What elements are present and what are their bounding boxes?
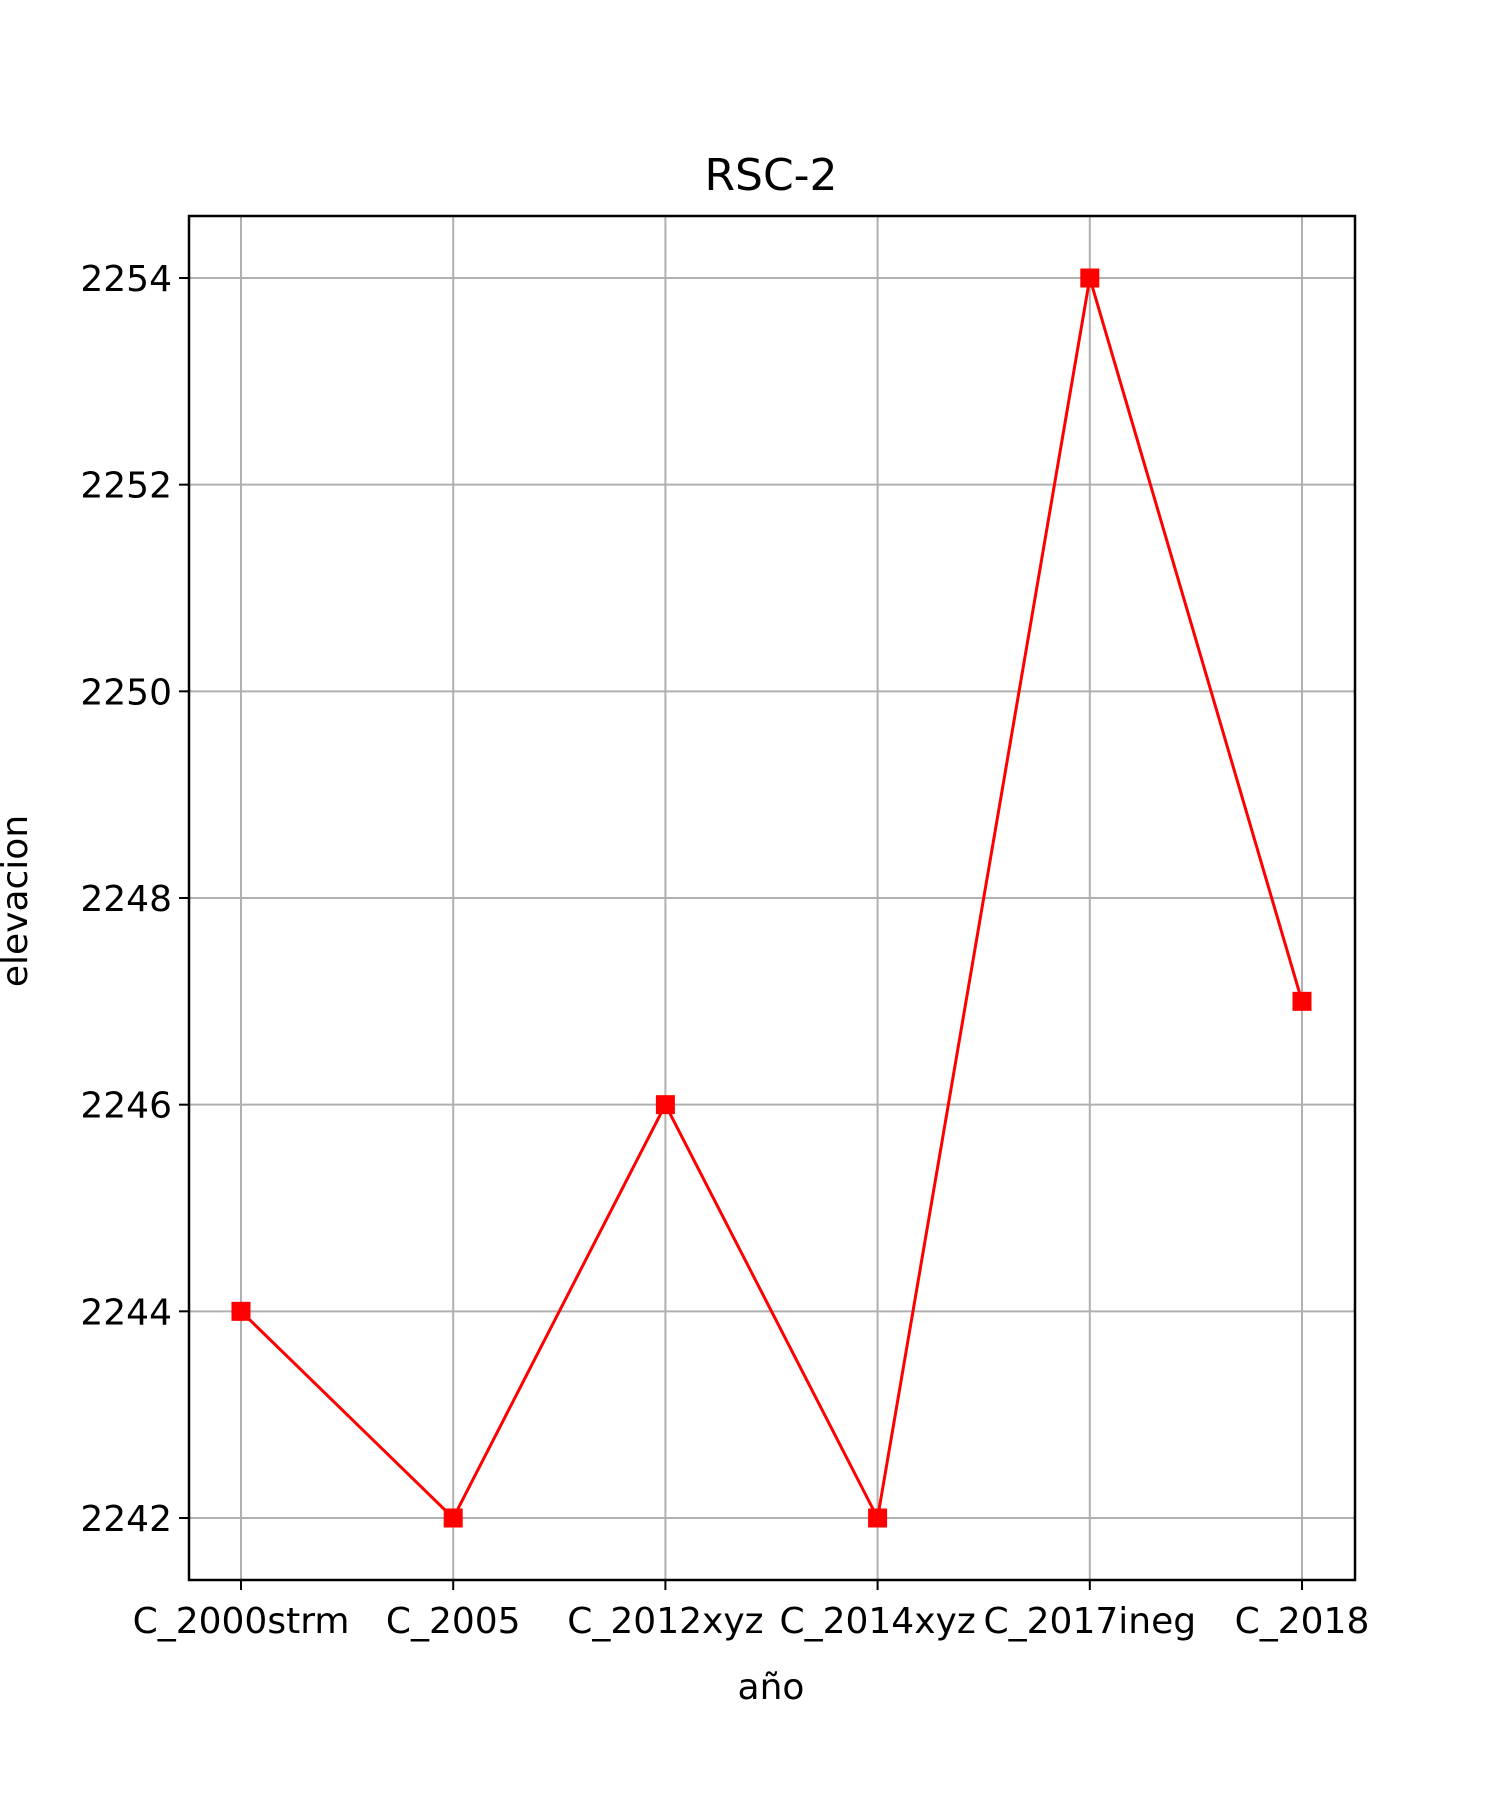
y-tick-label: 2252	[80, 466, 172, 507]
y-tick-label: 2244	[80, 1292, 172, 1333]
grid	[189, 216, 1355, 1580]
data-point-marker	[443, 1508, 463, 1528]
data-point-marker	[655, 1095, 675, 1115]
chart-title: RSC-2	[704, 150, 837, 201]
x-tick-label: C_2005	[386, 1601, 521, 1642]
y-tick-label: 2242	[80, 1499, 172, 1540]
data-point-marker	[1292, 991, 1312, 1011]
x-tick-label: C_2014xyz	[779, 1601, 975, 1642]
series-layer	[231, 268, 1312, 1528]
y-tick-label: 2248	[80, 879, 172, 920]
series-line	[239, 277, 1304, 1523]
y-axis-label: elevacion	[0, 815, 36, 987]
y-tick-label: 2246	[80, 1086, 172, 1127]
x-tick-label: C_2012xyz	[567, 1601, 763, 1642]
y-tick-label: 2250	[80, 672, 172, 713]
x-tick-label: C_2018	[1235, 1601, 1370, 1642]
axis-ticks: C_2000strm C_2005 C_2012xyz C_2014xyz C_2017…	[80, 259, 1369, 1642]
x-tick-label: C_2017ineg	[984, 1601, 1197, 1642]
y-tick-label: 2254	[80, 259, 172, 300]
x-tick-label: C_2000strm	[133, 1601, 350, 1642]
x-axis-label: año	[738, 1667, 805, 1708]
data-point-marker	[1080, 268, 1100, 288]
data-point-marker	[868, 1508, 888, 1528]
data-point-marker	[231, 1301, 251, 1321]
